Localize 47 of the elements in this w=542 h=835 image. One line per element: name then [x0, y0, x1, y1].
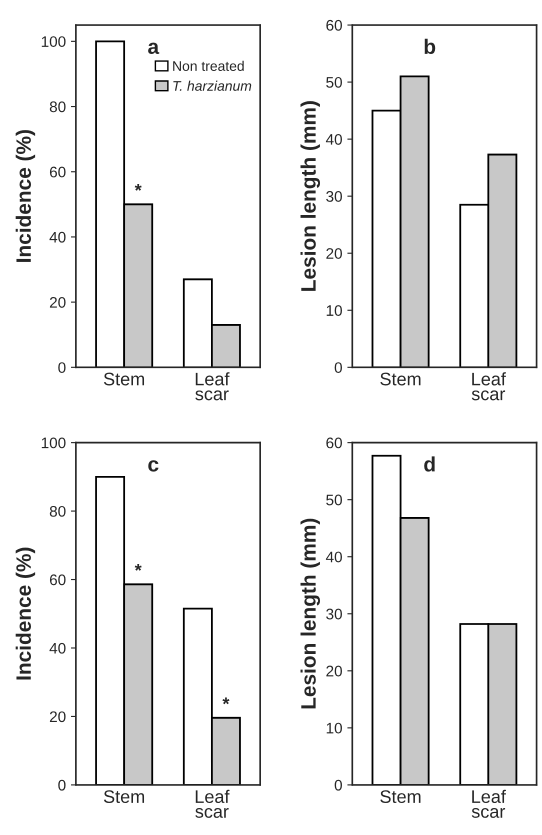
y-tick-label: 40	[326, 134, 342, 145]
annotation: *	[134, 184, 142, 191]
text: b	[424, 38, 436, 54]
y-tick-label: 10	[326, 722, 342, 734]
y-tick-label: 20	[326, 666, 342, 676]
text: a	[148, 42, 160, 54]
y-tick-label: 50	[326, 494, 342, 506]
legend-label: T. harzianum	[173, 80, 252, 91]
y-tick-label: 60	[326, 20, 342, 31]
y-axis-title: Lesion length (mm)	[300, 518, 320, 708]
y-tick-label: 100	[42, 437, 66, 448]
x-tick-label: Stem	[380, 372, 420, 386]
y-tick-label: 100	[42, 36, 66, 48]
y-tick-label: 80	[50, 506, 66, 517]
y-tick-label: 20	[50, 711, 66, 722]
x-tick-label: Stem	[104, 790, 144, 804]
y-tick-label: 60	[326, 437, 342, 448]
annotation: *	[134, 564, 142, 571]
y-axis-title: Lesion length (mm)	[300, 101, 320, 291]
y-tick-label: 60	[50, 166, 66, 178]
y-tick-label: 30	[326, 191, 342, 202]
y-axis-title: Incidence (%)	[16, 130, 36, 262]
y-tick-label: 80	[50, 101, 66, 112]
x-tick-label: Leaf scar	[195, 372, 230, 400]
y-tick-label: 0	[334, 362, 342, 374]
y-tick-label: 0	[58, 780, 66, 791]
y-tick-label: 20	[50, 296, 66, 308]
y-tick-label: 20	[326, 248, 342, 259]
y-tick-label: 10	[326, 305, 342, 316]
x-tick-label: Leaf scar	[195, 790, 230, 818]
legend-label: Non treated	[173, 60, 244, 71]
x-tick-label: Stem	[380, 790, 420, 804]
x-tick-label: Stem	[104, 372, 144, 386]
text: d	[424, 456, 435, 472]
y-tick-label: 40	[50, 642, 66, 654]
annotation: *	[222, 697, 230, 704]
y-tick-label: 40	[50, 232, 66, 243]
x-tick-label: Leaf scar	[472, 790, 506, 818]
y-tick-label: 40	[326, 552, 342, 562]
y-tick-label: 50	[326, 76, 342, 88]
y-axis-title: Incidence (%)	[16, 548, 36, 680]
y-tick-label: 0	[334, 780, 342, 791]
x-tick-label: Leaf scar	[472, 372, 506, 400]
y-tick-label: 0	[58, 362, 66, 374]
text: c	[148, 460, 158, 472]
y-tick-label: 60	[50, 574, 66, 586]
y-tick-label: 30	[326, 608, 342, 620]
